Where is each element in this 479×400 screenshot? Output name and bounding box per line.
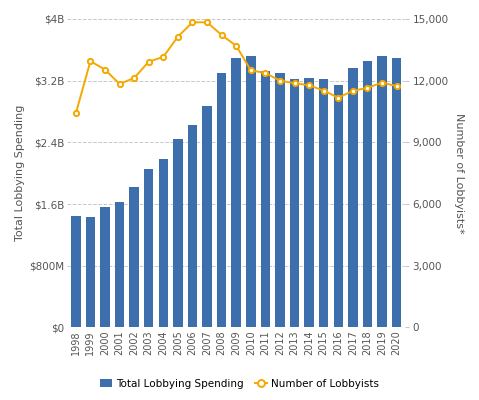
Bar bbox=[100, 207, 110, 328]
Bar bbox=[246, 56, 255, 328]
Bar bbox=[202, 106, 212, 328]
Bar bbox=[71, 216, 80, 328]
Y-axis label: Number of Lobbyists*: Number of Lobbyists* bbox=[454, 113, 464, 234]
Bar bbox=[275, 73, 285, 328]
Bar bbox=[86, 217, 95, 328]
Bar bbox=[217, 73, 227, 328]
Bar bbox=[173, 139, 182, 328]
Bar bbox=[129, 187, 139, 328]
Bar bbox=[363, 61, 372, 328]
Bar bbox=[377, 56, 387, 328]
Bar bbox=[159, 158, 168, 328]
Bar bbox=[290, 79, 299, 328]
Bar bbox=[231, 58, 241, 328]
Legend: Total Lobbying Spending, Number of Lobbyists: Total Lobbying Spending, Number of Lobby… bbox=[96, 374, 383, 393]
Bar bbox=[319, 79, 329, 328]
Y-axis label: Total Lobbying Spending: Total Lobbying Spending bbox=[15, 105, 25, 242]
Bar bbox=[115, 202, 125, 328]
Bar bbox=[261, 72, 270, 328]
Bar bbox=[348, 68, 358, 328]
Bar bbox=[333, 84, 343, 328]
Bar bbox=[188, 125, 197, 328]
Bar bbox=[144, 169, 153, 328]
Bar bbox=[304, 78, 314, 328]
Bar bbox=[392, 58, 401, 328]
